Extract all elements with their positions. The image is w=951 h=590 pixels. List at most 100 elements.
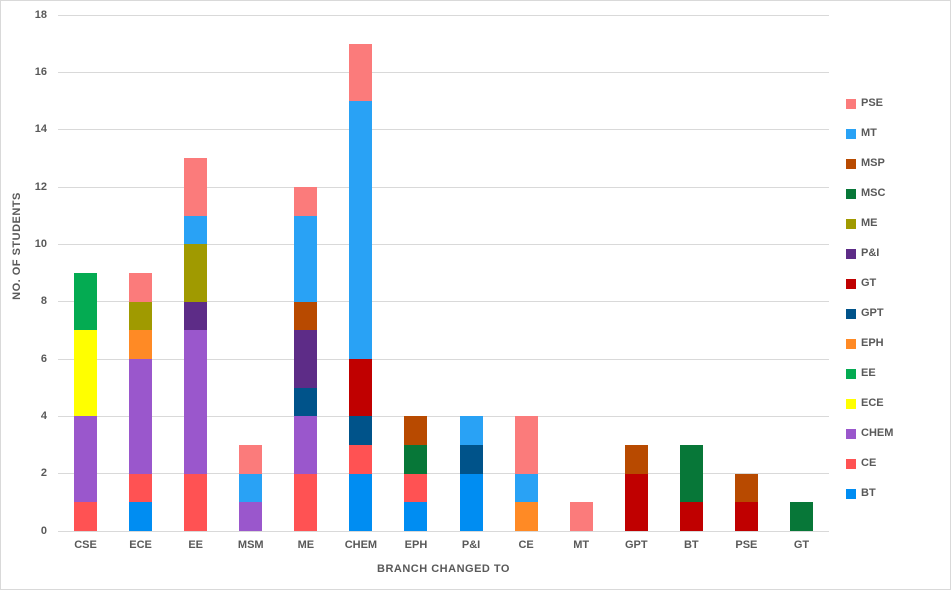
gridline-y18 <box>58 14 829 16</box>
legend-swatch-MSC <box>846 188 856 199</box>
bar-segment-EPH-MSC[interactable] <box>404 445 428 474</box>
bar-segment-PSE-MSP[interactable] <box>734 473 758 503</box>
bar-segment-GT-MSC[interactable] <box>789 502 813 531</box>
bar-segment-BT-GT[interactable] <box>679 502 703 531</box>
y-tick-label-14: 14 <box>34 123 47 136</box>
bar-segment-MSM-MT[interactable] <box>239 473 263 503</box>
bar-segment-CSE-ECE[interactable] <box>74 330 98 417</box>
legend-swatch-EPH <box>846 338 856 349</box>
bar-segment-ME-CE[interactable] <box>294 473 318 531</box>
x-axis-title: BRANCH CHANGED TO <box>377 563 510 575</box>
legend-label-MSP: MSP <box>861 157 885 169</box>
x-tick-label-PSE: PSE <box>735 539 758 551</box>
legend-item-EPH[interactable]: EPH <box>846 337 893 350</box>
bar-segment-EE-ME[interactable] <box>184 244 208 302</box>
bar-segment-EE-PSE[interactable] <box>184 158 208 216</box>
bar-segment-CSE-CE[interactable] <box>74 502 98 531</box>
y-tick-label-12: 12 <box>34 180 47 193</box>
bar-segment-MT-PSE[interactable] <box>569 502 593 531</box>
bar-segment-P&I-GPT[interactable] <box>459 445 483 474</box>
plot-area <box>58 14 829 532</box>
bar-segment-P&I-BT[interactable] <box>459 473 483 531</box>
legend-label-CHEM: CHEM <box>861 427 894 439</box>
bar-segment-ECE-PSE[interactable] <box>129 273 153 302</box>
legend-item-ECE[interactable]: ECE <box>846 397 893 410</box>
x-tick-label-ME: ME <box>297 539 315 551</box>
bar-segment-CHEM-BT[interactable] <box>349 473 373 531</box>
bar-segment-ME-P&I[interactable] <box>294 330 318 388</box>
legend-item-EE[interactable]: EE <box>846 367 893 380</box>
bar-segment-ECE-CE[interactable] <box>129 473 153 503</box>
bar-segment-EE-MT[interactable] <box>184 215 208 245</box>
x-tick-label-GPT: GPT <box>624 539 648 551</box>
bar-segment-CHEM-MT[interactable] <box>349 101 373 359</box>
y-tick-label-4: 4 <box>40 409 47 422</box>
bar-segment-CE-MT[interactable] <box>514 473 538 503</box>
bar-segment-ME-CHEM[interactable] <box>294 416 318 474</box>
bar-segment-CE-PSE[interactable] <box>514 416 538 474</box>
bar-segment-MSM-PSE[interactable] <box>239 445 263 474</box>
bar-segment-ECE-ME[interactable] <box>129 301 153 331</box>
bar-segment-EE-CHEM[interactable] <box>184 330 208 474</box>
legend-label-MSC: MSC <box>861 187 886 199</box>
bar-segment-CHEM-CE[interactable] <box>349 445 373 474</box>
legend-swatch-MSP <box>846 158 856 169</box>
y-tick-label-6: 6 <box>40 352 47 365</box>
bar-segment-EPH-CE[interactable] <box>404 473 428 503</box>
legend-item-PSE[interactable]: PSE <box>846 97 893 110</box>
legend-item-GT[interactable]: GT <box>846 277 893 290</box>
gridline-y6 <box>58 358 829 360</box>
bar-segment-CSE-EE[interactable] <box>74 273 98 331</box>
bar-segment-CE-EPH[interactable] <box>514 502 538 531</box>
legend-item-MSC[interactable]: MSC <box>846 187 893 200</box>
bar-segment-GPT-MSP[interactable] <box>624 445 648 474</box>
legend-item-MSP[interactable]: MSP <box>846 157 893 170</box>
bar-segment-ME-GPT[interactable] <box>294 387 318 417</box>
x-tick-label-EE: EE <box>188 539 204 551</box>
bar-segment-GPT-GT[interactable] <box>624 473 648 531</box>
legend-item-BT[interactable]: BT <box>846 487 893 500</box>
bar-segment-CHEM-PSE[interactable] <box>349 43 373 101</box>
bar-segment-ME-MSP[interactable] <box>294 301 318 331</box>
legend-label-PSE: PSE <box>861 97 884 109</box>
x-tick-label-MSM: MSM <box>237 539 264 551</box>
bar-segment-P&I-MT[interactable] <box>459 416 483 445</box>
legend-item-ME[interactable]: ME <box>846 217 893 230</box>
chart-legend: PSE MT MSP MSC ME P&I GT GPT EPH EE ECE CHEM CE BT <box>846 97 893 500</box>
legend-label-ECE: ECE <box>861 397 884 409</box>
legend-swatch-PSE <box>846 98 856 109</box>
bar-segment-ECE-CHEM[interactable] <box>129 359 153 474</box>
legend-label-GPT: GPT <box>861 307 884 319</box>
legend-label-ME: ME <box>861 217 878 229</box>
bar-segment-PSE-GT[interactable] <box>734 502 758 531</box>
bar-segment-EE-P&I[interactable] <box>184 301 208 331</box>
bar-segment-ECE-EPH[interactable] <box>129 330 153 359</box>
bar-segment-CHEM-GPT[interactable] <box>349 416 373 445</box>
x-tick-label-ECE: ECE <box>129 539 152 551</box>
y-tick-label-18: 18 <box>34 8 47 21</box>
legend-item-MT[interactable]: MT <box>846 127 893 140</box>
y-tick-label-16: 16 <box>34 65 47 78</box>
legend-item-GPT[interactable]: GPT <box>846 307 893 320</box>
bar-segment-ME-MT[interactable] <box>294 215 318 302</box>
bar-segment-ECE-BT[interactable] <box>129 502 153 531</box>
legend-label-BT: BT <box>861 487 876 499</box>
legend-swatch-CHEM <box>846 428 856 439</box>
y-tick-label-0: 0 <box>40 524 47 537</box>
gridline-y2 <box>58 473 829 475</box>
bar-segment-EPH-BT[interactable] <box>404 502 428 531</box>
bar-segment-CHEM-GT[interactable] <box>349 359 373 417</box>
gridline-y12 <box>58 186 829 188</box>
legend-swatch-MT <box>846 128 856 139</box>
bar-segment-CSE-CHEM[interactable] <box>74 416 98 503</box>
legend-label-GT: GT <box>861 277 877 289</box>
legend-item-CE[interactable]: CE <box>846 457 893 470</box>
bar-segment-BT-MSC[interactable] <box>679 445 703 503</box>
legend-item-P&I[interactable]: P&I <box>846 247 893 260</box>
bar-segment-EPH-MSP[interactable] <box>404 416 428 445</box>
bar-segment-MSM-CHEM[interactable] <box>239 502 263 531</box>
legend-item-CHEM[interactable]: CHEM <box>846 427 893 440</box>
bar-segment-ME-PSE[interactable] <box>294 187 318 216</box>
bar-segment-EE-CE[interactable] <box>184 473 208 531</box>
